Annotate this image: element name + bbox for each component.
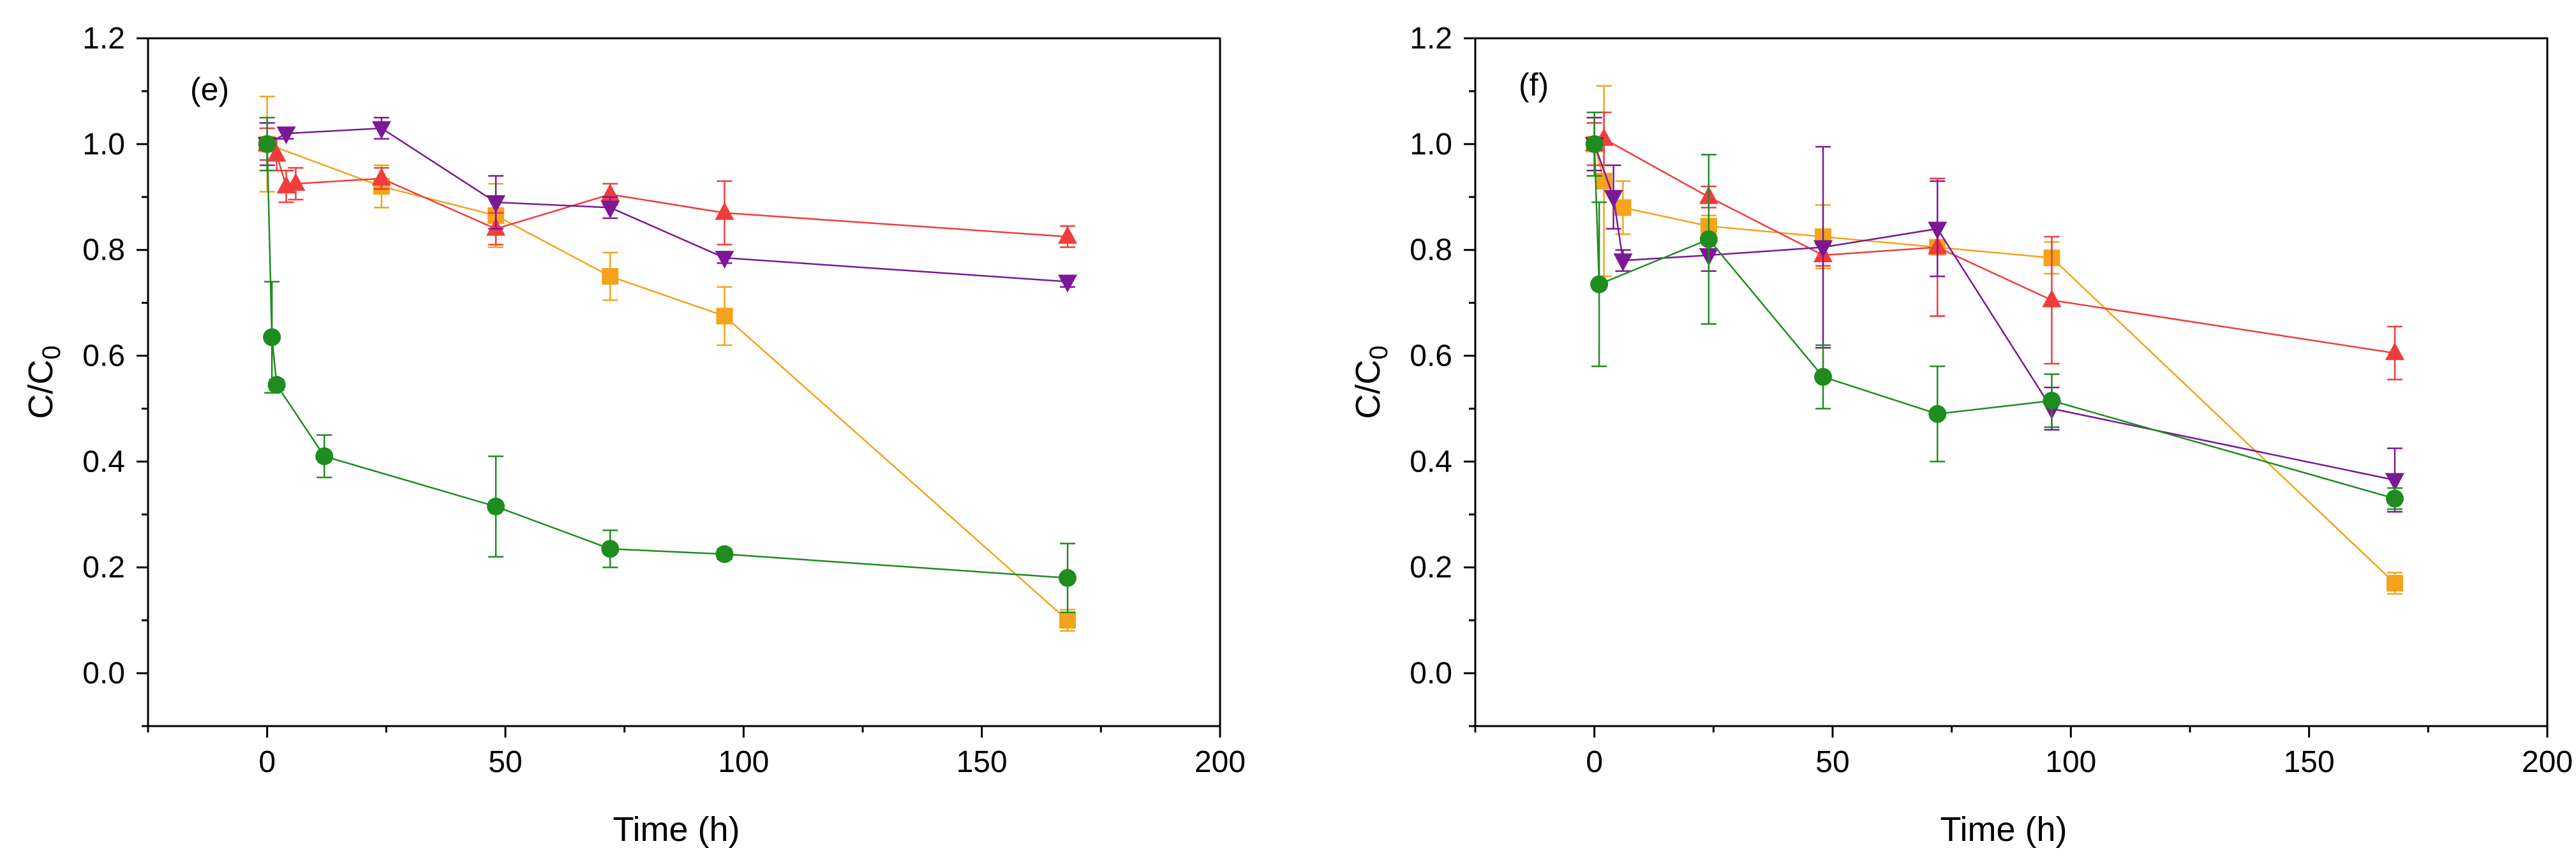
data-point: [1613, 253, 1633, 272]
axis-ticks: [137, 37, 1221, 738]
x-tick-label: 50: [1815, 745, 1849, 779]
y-tick-label: 0.2: [1410, 551, 1452, 584]
y-tick-label: 0.4: [1410, 445, 1452, 479]
series-purple-down-triangles: [257, 117, 1078, 293]
data-point: [258, 135, 276, 153]
x-tick-labels: 0 50 100 150 200: [1586, 745, 2573, 779]
data-point: [2043, 392, 2061, 410]
x-tick-labels: 0 50 100 150 200: [258, 745, 1246, 779]
data-point: [1585, 135, 1604, 153]
x-tick-label: 50: [488, 745, 522, 779]
data-point: [2386, 575, 2404, 592]
series-layer: [257, 95, 1078, 632]
data-point: [1059, 612, 1076, 629]
data-point: [2042, 289, 2062, 308]
series-green-circles: [258, 117, 1077, 613]
chart-panel-e: 0 50 100 150 200 0.0 0.2 0.4 0.6 0.8 1.0 1.2 (e) T…: [22, 22, 1246, 849]
data-point: [487, 497, 505, 516]
x-tick-label: 150: [957, 745, 1008, 779]
x-tick-label: 100: [2045, 745, 2096, 779]
x-tick-label: 150: [2284, 745, 2335, 779]
panel-label: (f): [1519, 67, 1549, 103]
plot-frame: [147, 37, 1221, 727]
data-point: [715, 202, 734, 220]
data-point: [286, 173, 306, 191]
data-point: [2385, 342, 2405, 360]
data-point: [267, 376, 286, 394]
data-point: [1058, 274, 1078, 293]
x-tick-label: 200: [2522, 745, 2573, 779]
y-tick-label: 0.0: [1410, 657, 1452, 690]
data-point: [2385, 473, 2405, 491]
y-tick-label: 0.0: [82, 657, 125, 690]
y-tick-label: 0.2: [82, 551, 125, 584]
data-point: [1813, 240, 1833, 258]
data-point: [263, 328, 281, 346]
y-tick-label: 1.2: [82, 22, 125, 56]
data-point: [1814, 368, 1833, 386]
data-point: [1058, 225, 1078, 244]
data-point: [600, 200, 620, 219]
data-point: [371, 121, 391, 139]
data-point: [602, 268, 619, 285]
data-point: [715, 251, 734, 269]
data-point: [1699, 230, 1718, 249]
axis-ticks: [1464, 37, 2549, 738]
data-point: [486, 195, 506, 214]
panel-label: (e): [190, 71, 229, 107]
data-point: [1604, 189, 1623, 208]
data-point: [1928, 221, 1947, 240]
series-line: [1593, 144, 2395, 584]
y-tick-labels: 0.0 0.2 0.4 0.6 0.8 1.0 1.2: [82, 22, 125, 690]
y-tick-label: 0.8: [1410, 234, 1452, 267]
chart-panel-f: 0 50 100 150 200 0.0 0.2 0.4 0.6 0.8 1.0 1.2 (f) T…: [1349, 22, 2573, 849]
y-axis-title: C/C0: [22, 345, 66, 419]
y-tick-label: 0.8: [82, 234, 125, 267]
data-point: [716, 308, 733, 325]
y-tick-labels: 0.0 0.2 0.4 0.6 0.8 1.0 1.2: [1410, 22, 1452, 690]
x-tick-label: 0: [1586, 745, 1603, 779]
plot-frame: [1474, 37, 2549, 727]
data-point: [2386, 489, 2404, 508]
x-tick-label: 0: [258, 745, 276, 779]
y-tick-label: 1.0: [82, 128, 125, 161]
y-tick-label: 1.0: [1410, 128, 1452, 161]
x-tick-label: 200: [1195, 745, 1246, 779]
data-point: [276, 126, 296, 145]
y-tick-label: 0.6: [82, 339, 125, 373]
x-axis-title: Time (h): [613, 810, 740, 849]
series-green-circles: [1585, 111, 2404, 510]
series-layer: [1584, 85, 2405, 595]
data-point: [1928, 405, 1947, 423]
data-point: [267, 144, 287, 162]
y-tick-label: 0.6: [1410, 339, 1452, 373]
data-point: [315, 447, 334, 466]
series-purple-down-triangles: [1584, 117, 2405, 513]
series-line: [267, 127, 1068, 283]
data-point: [1059, 568, 1077, 587]
data-point: [601, 540, 620, 558]
data-point: [1614, 199, 1632, 216]
y-tick-label: 1.2: [1410, 22, 1452, 56]
y-tick-label: 0.4: [82, 445, 125, 479]
series-line: [267, 143, 1068, 621]
x-axis-title: Time (h): [1940, 810, 2067, 849]
data-point: [1590, 275, 1609, 294]
data-point: [371, 167, 391, 186]
series-line: [1593, 144, 2395, 481]
x-tick-label: 100: [718, 745, 769, 779]
data-point: [715, 545, 734, 563]
y-axis-title: C/C0: [1349, 345, 1393, 419]
